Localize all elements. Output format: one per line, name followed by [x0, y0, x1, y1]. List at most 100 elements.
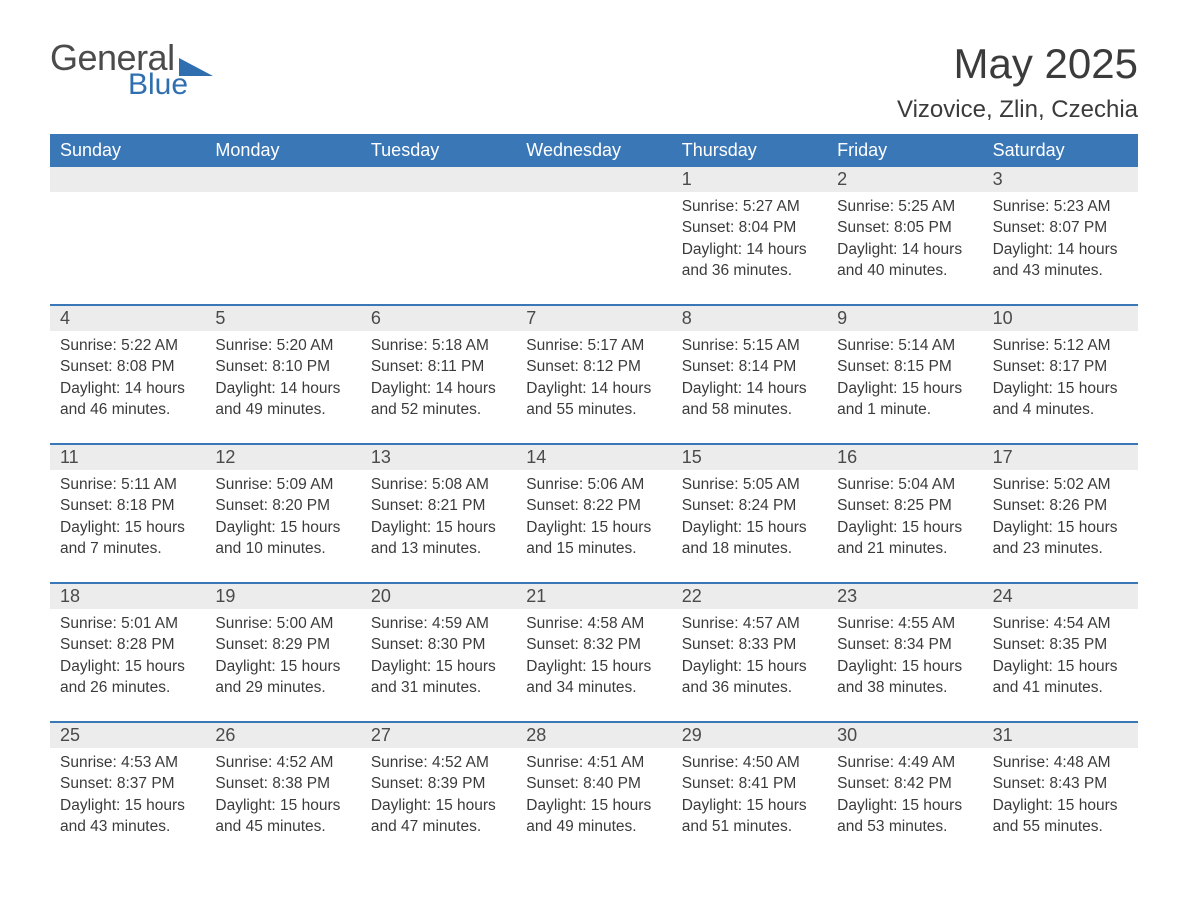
day-info-line: Sunset: 8:40 PM — [526, 773, 661, 794]
day-info-line: Sunset: 8:08 PM — [60, 356, 195, 377]
day-info-line: Sunset: 8:38 PM — [215, 773, 350, 794]
day-cell: Sunrise: 4:48 AMSunset: 8:43 PMDaylight:… — [983, 748, 1138, 860]
day-info-line: and 1 minute. — [837, 399, 972, 420]
day-info-line: Sunrise: 5:06 AM — [526, 474, 661, 495]
day-number — [361, 167, 516, 192]
day-info-line: Daylight: 15 hours — [837, 656, 972, 677]
day-info-line: Daylight: 14 hours — [526, 378, 661, 399]
day-cell: Sunrise: 4:50 AMSunset: 8:41 PMDaylight:… — [672, 748, 827, 860]
day-info-line: Daylight: 15 hours — [993, 656, 1128, 677]
day-cell: Sunrise: 5:25 AMSunset: 8:05 PMDaylight:… — [827, 192, 982, 304]
day-number: 19 — [205, 584, 360, 609]
day-cell: Sunrise: 4:52 AMSunset: 8:38 PMDaylight:… — [205, 748, 360, 860]
day-info-line: Daylight: 14 hours — [682, 378, 817, 399]
day-info-line: Daylight: 14 hours — [371, 378, 506, 399]
day-cell: Sunrise: 5:02 AMSunset: 8:26 PMDaylight:… — [983, 470, 1138, 582]
day-info-line: Sunset: 8:11 PM — [371, 356, 506, 377]
day-info-line: Daylight: 14 hours — [215, 378, 350, 399]
day-number: 6 — [361, 306, 516, 331]
day-cell: Sunrise: 4:49 AMSunset: 8:42 PMDaylight:… — [827, 748, 982, 860]
day-header-monday: Monday — [205, 134, 360, 167]
day-number: 8 — [672, 306, 827, 331]
day-header-thursday: Thursday — [672, 134, 827, 167]
day-cell: Sunrise: 5:17 AMSunset: 8:12 PMDaylight:… — [516, 331, 671, 443]
day-cell: Sunrise: 5:06 AMSunset: 8:22 PMDaylight:… — [516, 470, 671, 582]
calendar-week: 18192021222324Sunrise: 5:01 AMSunset: 8:… — [50, 582, 1138, 721]
day-info-line: Sunrise: 4:52 AM — [371, 752, 506, 773]
day-number: 23 — [827, 584, 982, 609]
day-info-line: and 55 minutes. — [993, 816, 1128, 837]
day-info-line: Daylight: 15 hours — [993, 795, 1128, 816]
day-info-line: Daylight: 15 hours — [682, 517, 817, 538]
day-number: 18 — [50, 584, 205, 609]
day-info-line: Sunrise: 5:01 AM — [60, 613, 195, 634]
day-cell: Sunrise: 5:22 AMSunset: 8:08 PMDaylight:… — [50, 331, 205, 443]
day-info-line: and 53 minutes. — [837, 816, 972, 837]
day-cell: Sunrise: 5:12 AMSunset: 8:17 PMDaylight:… — [983, 331, 1138, 443]
day-number-row: 123 — [50, 167, 1138, 192]
day-info-line: Sunrise: 4:58 AM — [526, 613, 661, 634]
day-info-line: and 49 minutes. — [215, 399, 350, 420]
day-number-row: 18192021222324 — [50, 584, 1138, 609]
day-info-line: Daylight: 15 hours — [526, 795, 661, 816]
day-number: 27 — [361, 723, 516, 748]
day-cell: Sunrise: 5:05 AMSunset: 8:24 PMDaylight:… — [672, 470, 827, 582]
day-cell: Sunrise: 4:51 AMSunset: 8:40 PMDaylight:… — [516, 748, 671, 860]
day-cell: Sunrise: 4:52 AMSunset: 8:39 PMDaylight:… — [361, 748, 516, 860]
day-info-line: Daylight: 15 hours — [60, 656, 195, 677]
day-info-line: and 52 minutes. — [371, 399, 506, 420]
day-info-line: Sunrise: 4:55 AM — [837, 613, 972, 634]
day-info-line: and 41 minutes. — [993, 677, 1128, 698]
day-info-line: Daylight: 15 hours — [837, 378, 972, 399]
day-number: 31 — [983, 723, 1138, 748]
calendar-header-row: Sunday Monday Tuesday Wednesday Thursday… — [50, 134, 1138, 167]
day-number: 17 — [983, 445, 1138, 470]
day-info-line: and 4 minutes. — [993, 399, 1128, 420]
location-subtitle: Vizovice, Zlin, Czechia — [897, 96, 1138, 124]
day-info-line: Sunrise: 5:04 AM — [837, 474, 972, 495]
day-info-line: Sunrise: 5:17 AM — [526, 335, 661, 356]
day-info-line: Sunrise: 5:05 AM — [682, 474, 817, 495]
day-info-line: Sunset: 8:34 PM — [837, 634, 972, 655]
day-info-line: Daylight: 15 hours — [837, 517, 972, 538]
day-number: 12 — [205, 445, 360, 470]
day-info-line: Sunset: 8:39 PM — [371, 773, 506, 794]
day-info-line: Daylight: 15 hours — [215, 795, 350, 816]
day-info-line: Sunrise: 5:00 AM — [215, 613, 350, 634]
day-body-row: Sunrise: 5:27 AMSunset: 8:04 PMDaylight:… — [50, 192, 1138, 304]
day-info-line: Sunrise: 4:50 AM — [682, 752, 817, 773]
calendar-week: 11121314151617Sunrise: 5:11 AMSunset: 8:… — [50, 443, 1138, 582]
calendar-week: 123Sunrise: 5:27 AMSunset: 8:04 PMDaylig… — [50, 167, 1138, 304]
day-info-line: Sunrise: 5:20 AM — [215, 335, 350, 356]
day-cell — [361, 192, 516, 304]
day-number: 11 — [50, 445, 205, 470]
day-info-line: Sunset: 8:17 PM — [993, 356, 1128, 377]
day-info-line: Daylight: 14 hours — [60, 378, 195, 399]
day-number: 26 — [205, 723, 360, 748]
day-number: 13 — [361, 445, 516, 470]
day-cell: Sunrise: 4:55 AMSunset: 8:34 PMDaylight:… — [827, 609, 982, 721]
day-info-line: Sunrise: 4:59 AM — [371, 613, 506, 634]
day-info-line: Daylight: 15 hours — [837, 795, 972, 816]
day-info-line: Sunset: 8:22 PM — [526, 495, 661, 516]
day-info-line: Sunset: 8:10 PM — [215, 356, 350, 377]
day-info-line: Daylight: 15 hours — [215, 656, 350, 677]
day-body-row: Sunrise: 5:11 AMSunset: 8:18 PMDaylight:… — [50, 470, 1138, 582]
day-info-line: and 36 minutes. — [682, 677, 817, 698]
day-number: 29 — [672, 723, 827, 748]
day-number: 16 — [827, 445, 982, 470]
calendar: Sunday Monday Tuesday Wednesday Thursday… — [50, 134, 1138, 860]
day-number-row: 25262728293031 — [50, 723, 1138, 748]
day-number: 30 — [827, 723, 982, 748]
day-header-sunday: Sunday — [50, 134, 205, 167]
day-info-line: Sunset: 8:32 PM — [526, 634, 661, 655]
day-info-line: Daylight: 15 hours — [682, 795, 817, 816]
day-info-line: Sunrise: 5:09 AM — [215, 474, 350, 495]
day-info-line: and 49 minutes. — [526, 816, 661, 837]
day-info-line: Sunset: 8:18 PM — [60, 495, 195, 516]
day-info-line: Daylight: 15 hours — [371, 795, 506, 816]
day-info-line: Daylight: 15 hours — [60, 795, 195, 816]
day-cell: Sunrise: 5:09 AMSunset: 8:20 PMDaylight:… — [205, 470, 360, 582]
day-info-line: and 45 minutes. — [215, 816, 350, 837]
day-cell: Sunrise: 5:01 AMSunset: 8:28 PMDaylight:… — [50, 609, 205, 721]
